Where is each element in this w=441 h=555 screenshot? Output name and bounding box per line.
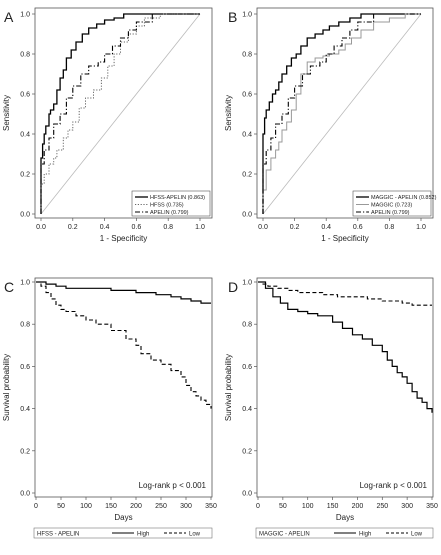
y-tick-label-b-2: 0.4 [242, 132, 252, 139]
panel-letter-b: B [228, 9, 237, 25]
legend-label-b-0: MAGGIC - APELIN (0.852) [371, 195, 437, 201]
legend-box-b [352, 190, 432, 217]
y-tick-label-a-1: 0.2 [20, 172, 30, 179]
x-tick-label-a-1: 0.2 [68, 224, 78, 231]
y-tick-label-b-1: 0.2 [242, 172, 252, 179]
x-tick-label-a-2: 0.4 [100, 224, 110, 231]
y-tick-label-d-1: 0.2 [242, 448, 252, 455]
x-tick-label-d-3: 150 [327, 503, 339, 510]
y-tick-label-c-0: 0.0 [20, 491, 30, 498]
x-tick-label-b-2: 0.4 [321, 224, 331, 231]
y-tick-label-c-5: 1.0 [20, 280, 30, 287]
y-tick-label-d-4: 0.8 [242, 322, 252, 329]
legend-label-a-2: APELIN (0.799) [150, 210, 189, 216]
x-tick-label-a-5: 1.0 [195, 224, 205, 231]
series-line-b-0 [262, 13, 421, 214]
logrank-annotation-c: Log-rank p < 0.001 [139, 481, 207, 490]
series-line-b-2 [262, 13, 421, 214]
x-tick-label-c-2: 100 [80, 503, 92, 510]
series-line-b-1 [262, 13, 421, 214]
y-tick-label-c-1: 0.2 [20, 448, 30, 455]
x-tick-label-d-1: 50 [279, 503, 287, 510]
series-line-c-1 [36, 281, 212, 409]
y-tick-label-d-2: 0.4 [242, 406, 252, 413]
bottom-legend-label-c-0: High [137, 532, 149, 538]
series-line-c-0 [36, 281, 211, 304]
x-tick-label-a-3: 0.6 [132, 224, 142, 231]
x-tick-label-b-1: 0.2 [290, 224, 300, 231]
x-tick-label-d-4: 200 [352, 503, 364, 510]
reference-line-b [262, 13, 422, 215]
plot-frame-c [34, 277, 213, 498]
x-tick-label-a-0: 0.0 [36, 224, 46, 231]
y-tick-label-d-3: 0.6 [242, 364, 252, 371]
logrank-annotation-d: Log-rank p < 0.001 [360, 481, 428, 490]
x-tick-label-a-4: 0.8 [163, 224, 173, 231]
y-axis-label-b: Sensitivity [224, 95, 233, 131]
bottom-legend-label-c-1: Low [189, 532, 201, 538]
x-tick-label-c-5: 250 [155, 503, 167, 510]
y-tick-label-d-0: 0.0 [242, 491, 252, 498]
x-axis-label-b: 1 - Specificity [321, 234, 369, 243]
y-tick-label-a-2: 0.4 [20, 132, 30, 139]
x-axis-label-a: 1 - Specificity [100, 234, 148, 243]
x-tick-label-d-5: 250 [376, 503, 388, 510]
y-axis-label-c: Survival probability [2, 354, 11, 421]
bottom-legend-label-d-0: High [359, 532, 371, 538]
x-tick-label-b-4: 0.8 [385, 224, 395, 231]
y-tick-label-b-4: 0.8 [242, 52, 252, 59]
y-tick-label-d-5: 1.0 [242, 280, 252, 287]
series-line-d-1 [258, 281, 432, 306]
y-axis-label-d: Survival probability [224, 354, 233, 421]
y-tick-label-b-0: 0.0 [242, 212, 252, 219]
legend-box-a [131, 190, 211, 217]
x-tick-label-c-0: 0 [34, 503, 38, 510]
panel-letter-a: A [4, 9, 14, 25]
x-axis-label-d: Days [336, 513, 354, 522]
series-line-a-2 [40, 13, 200, 214]
x-tick-label-d-2: 100 [302, 503, 314, 510]
x-tick-label-c-7: 350 [205, 503, 217, 510]
x-tick-label-d-7: 350 [426, 503, 438, 510]
y-tick-label-a-0: 0.0 [20, 212, 30, 219]
plot-frame-d [256, 277, 434, 498]
y-tick-label-a-4: 0.8 [20, 52, 30, 59]
y-tick-label-a-5: 1.0 [20, 12, 30, 19]
series-line-d-0 [258, 281, 433, 413]
x-tick-label-c-4: 200 [130, 503, 142, 510]
legend-label-a-1: HFSS (0.735) [150, 203, 184, 209]
plot-frame-a [34, 7, 213, 219]
x-axis-label-c: Days [114, 513, 132, 522]
y-tick-label-b-5: 1.0 [242, 12, 252, 19]
x-tick-label-d-6: 300 [401, 503, 413, 510]
bottom-legend-title-d: MAGGIC - APELIN [259, 532, 310, 538]
x-tick-label-c-1: 50 [57, 503, 65, 510]
plot-frame-b [256, 7, 434, 219]
bottom-legend-label-d-1: Low [411, 532, 423, 538]
panel-letter-c: C [4, 279, 14, 295]
legend-label-b-1: MAGGIC (0.723) [371, 203, 412, 209]
x-tick-label-b-0: 0.0 [258, 224, 268, 231]
x-tick-label-b-5: 1.0 [416, 224, 426, 231]
series-line-a-1 [40, 13, 200, 214]
legend-label-a-0: HFSS-APELIN (0.863) [150, 195, 205, 201]
legend-label-b-2: APELIN (0.799) [371, 210, 410, 216]
y-tick-label-c-3: 0.6 [20, 364, 30, 371]
y-tick-label-a-3: 0.6 [20, 92, 30, 99]
x-tick-label-d-0: 0 [256, 503, 260, 510]
reference-line-a [40, 13, 201, 215]
y-tick-label-c-2: 0.4 [20, 406, 30, 413]
series-line-a-0 [40, 13, 200, 214]
y-tick-label-b-3: 0.6 [242, 92, 252, 99]
panel-letter-d: D [228, 279, 238, 295]
bottom-legend-title-c: HFSS - APELIN [37, 532, 79, 538]
y-axis-label-a: Sensitivity [2, 95, 11, 131]
x-tick-label-c-3: 150 [105, 503, 117, 510]
x-tick-label-c-6: 300 [180, 503, 192, 510]
x-tick-label-b-3: 0.6 [353, 224, 363, 231]
y-tick-label-c-4: 0.8 [20, 322, 30, 329]
